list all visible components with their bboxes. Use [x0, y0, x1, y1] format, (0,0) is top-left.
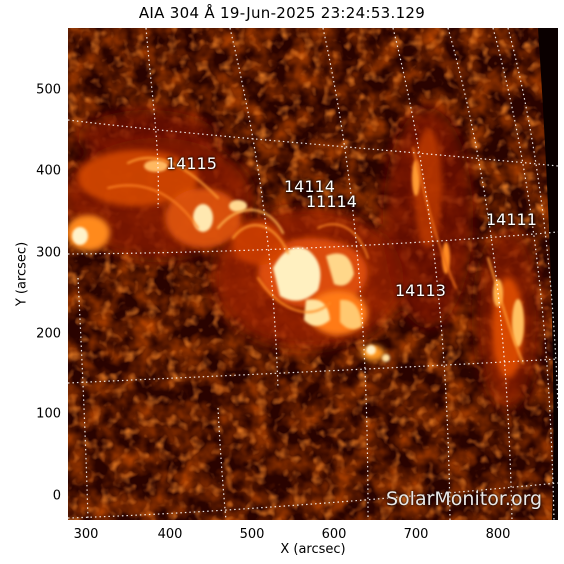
region-label-14113: 14113: [395, 281, 446, 300]
x-tick-label: 400: [157, 527, 183, 542]
x-tick-label: 800: [485, 527, 511, 542]
grid-longitude-line: [447, 28, 513, 520]
y-tick-label: 100: [36, 406, 61, 422]
image-title: AIA 304 Å 19-Jun-2025 23:24:53.129: [138, 4, 426, 22]
x-tick-label: 300: [73, 527, 99, 542]
grid-latitude-line: [68, 231, 558, 255]
x-tick-label: 700: [403, 527, 429, 542]
grid-latitude-line: [68, 358, 558, 384]
region-label-14111: 14111: [486, 210, 537, 229]
x-tick-label: 500: [239, 527, 265, 542]
region-label-14115: 14115: [166, 154, 217, 173]
grid-longitude-line: [217, 407, 227, 520]
grid-latitude-line: [68, 482, 558, 519]
heliographic-grid: [68, 28, 558, 520]
grid-longitude-line: [507, 28, 558, 409]
coronal-loops: [107, 147, 524, 364]
y-tick-label: 200: [36, 326, 61, 342]
grid-longitude-line: [492, 28, 555, 520]
grid-longitude-line: [392, 28, 451, 520]
solar-image: 14115 14114 11114 14113 14111 SolarMonit…: [68, 28, 558, 520]
y-tick-label: 500: [36, 82, 61, 98]
y-tick-label: 300: [36, 245, 61, 261]
solar-emission-map: [68, 28, 558, 520]
grid-latitude-line: [68, 119, 558, 167]
watermark: SolarMonitor.org: [386, 488, 543, 510]
x-tick-label: 600: [321, 527, 347, 542]
off-limb-region: [538, 28, 558, 520]
y-tick-label: 400: [36, 163, 61, 179]
x-axis-label: X (arcsec): [280, 542, 346, 557]
y-tick-label: 0: [52, 488, 61, 504]
y-axis-label: Y (arcsec): [14, 241, 30, 307]
region-label-11114: 11114: [306, 192, 357, 211]
active-region-cores: [72, 160, 524, 362]
grid-longitude-line: [229, 28, 279, 389]
region-label-14114: 14114: [284, 177, 335, 196]
grid-longitude-line: [322, 28, 369, 520]
